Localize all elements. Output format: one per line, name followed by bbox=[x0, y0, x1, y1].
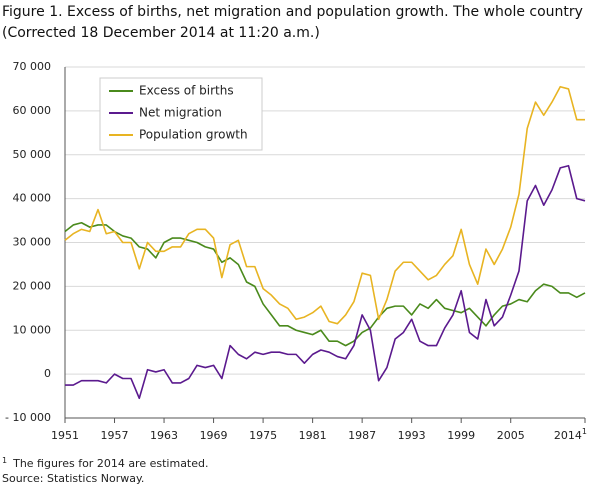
x-tick-label: 1963 bbox=[150, 429, 178, 442]
x-tick-label: 1951 bbox=[51, 429, 79, 442]
series-line bbox=[65, 164, 586, 400]
y-tick-label: 40 000 bbox=[13, 192, 52, 205]
footnote-mark: 1 bbox=[2, 456, 7, 465]
legend-label: Population growth bbox=[139, 128, 248, 142]
series-line bbox=[64, 85, 585, 325]
x-tick-label: 1999 bbox=[447, 429, 475, 442]
legend-label: Excess of births bbox=[139, 84, 234, 98]
footnote: 1 The figures for 2014 are estimated. bbox=[2, 456, 209, 471]
x-tick-label: 1981 bbox=[299, 429, 327, 442]
x-tick-label: 1987 bbox=[348, 429, 376, 442]
y-tick-label: 70 000 bbox=[13, 60, 52, 73]
series-line bbox=[64, 221, 586, 347]
y-tick-label: - 10 000 bbox=[5, 411, 51, 424]
y-tick-label: 10 000 bbox=[13, 323, 52, 336]
y-tick-label: 20 000 bbox=[13, 279, 52, 292]
x-tick-label: 1957 bbox=[101, 429, 129, 442]
x-tick-footnote-mark: 1 bbox=[582, 427, 587, 436]
x-tick-text: 2014 bbox=[554, 429, 582, 442]
chart-title: Figure 1. Excess of births, net migratio… bbox=[2, 4, 583, 20]
x-tick-label: 1969 bbox=[200, 429, 228, 442]
chart-subtitle: (Corrected 18 December 2014 at 11:20 a.m… bbox=[2, 25, 320, 41]
source: Source: Statistics Norway. bbox=[2, 472, 144, 485]
x-tick-label: 2005 bbox=[497, 429, 525, 442]
x-tick-label: 20141 bbox=[554, 427, 587, 443]
legend-label: Net migration bbox=[139, 106, 222, 120]
y-tick-label: 60 000 bbox=[13, 104, 52, 117]
y-tick-label: 0 bbox=[44, 367, 51, 380]
x-tick-label: 1993 bbox=[398, 429, 426, 442]
x-tick-label: 1975 bbox=[249, 429, 277, 442]
footnote-text: The figures for 2014 are estimated. bbox=[12, 457, 208, 470]
y-tick-label: 30 000 bbox=[13, 236, 52, 249]
y-tick-label: 50 000 bbox=[13, 148, 52, 161]
